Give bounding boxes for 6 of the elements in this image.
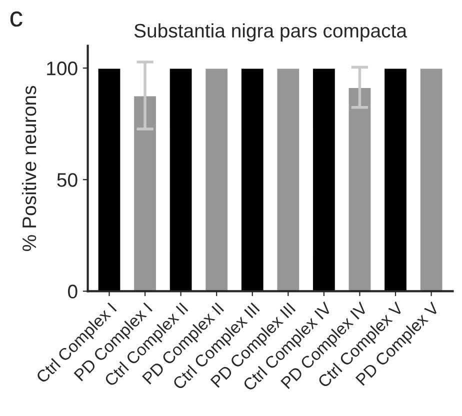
y-tick-label: 100 (47, 62, 78, 76)
text: c (10, 11, 22, 27)
y-tick-label: 50 (57, 173, 78, 187)
y-axis-title: % Positive neurons (22, 86, 36, 252)
y-tick-label: 0 (68, 284, 78, 298)
chart-title: Substantia nigra pars compacta (134, 23, 408, 42)
